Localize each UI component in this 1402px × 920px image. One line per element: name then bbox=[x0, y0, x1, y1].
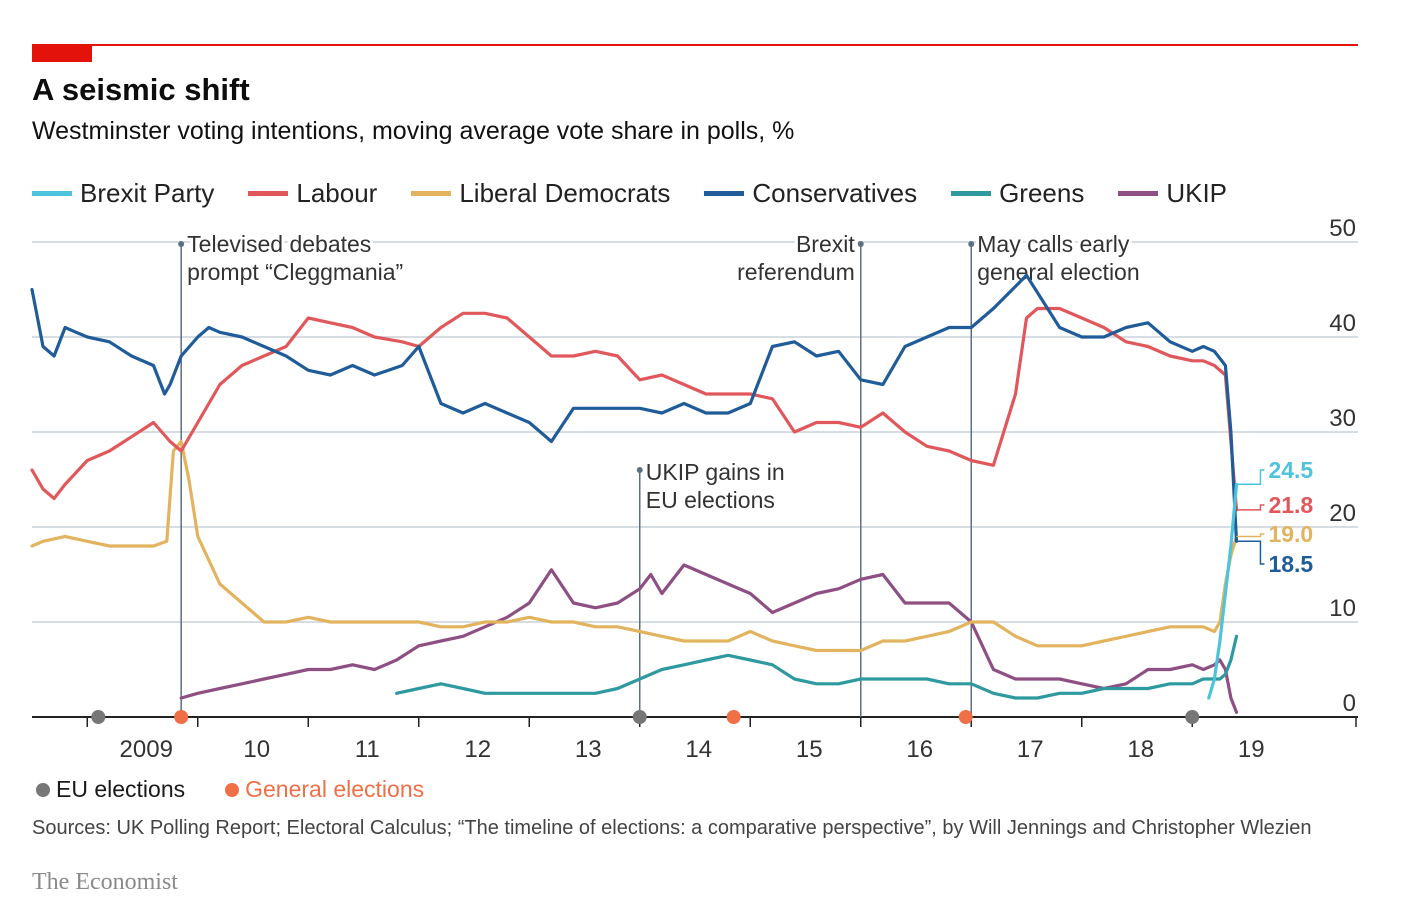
annotation-dot bbox=[968, 241, 975, 247]
legend-label: Greens bbox=[999, 178, 1085, 208]
end-label: 24.5 bbox=[1268, 457, 1313, 483]
brand-name: The Economist bbox=[32, 869, 178, 895]
legend-item-ukip: UKIP bbox=[1118, 178, 1227, 209]
end-label: 18.5 bbox=[1268, 551, 1313, 577]
marker-eu: EU elections bbox=[36, 776, 185, 803]
x-tick-label: 10 bbox=[243, 736, 270, 763]
chart-subtitle: Westminster voting intentions, moving av… bbox=[32, 117, 795, 145]
y-tick-label: 30 bbox=[1329, 405, 1356, 432]
y-tick-label: 0 bbox=[1343, 690, 1356, 717]
brand-tag bbox=[32, 44, 92, 62]
x-tick-label: 19 bbox=[1238, 736, 1265, 763]
series-line-liberal-democrats bbox=[30, 439, 1239, 653]
legend-item-greens: Greens bbox=[951, 178, 1084, 209]
x-tick-label: 11 bbox=[355, 736, 380, 763]
ge-dot-icon bbox=[225, 782, 240, 797]
legend-swatch bbox=[32, 191, 72, 196]
y-tick-label: 40 bbox=[1329, 310, 1356, 337]
annotation-label: general election bbox=[977, 259, 1139, 285]
end-label-leader bbox=[1236, 533, 1265, 538]
annotation-label: referendum bbox=[737, 259, 855, 285]
marker-ge: General elections bbox=[225, 776, 424, 803]
end-label: 21.8 bbox=[1268, 492, 1313, 518]
legend-label: Labour bbox=[296, 178, 378, 208]
y-tick-label: 50 bbox=[1329, 215, 1356, 242]
series-line-labour bbox=[30, 306, 1239, 512]
series-line-brexit-party bbox=[1207, 482, 1239, 700]
legend-swatch bbox=[951, 191, 992, 196]
x-tick-label: 2009 bbox=[120, 736, 173, 763]
end-label-leader bbox=[1236, 469, 1265, 485]
legend-swatch bbox=[704, 191, 745, 196]
x-tick-label: 16 bbox=[906, 736, 933, 763]
eu-election-dot bbox=[632, 710, 647, 724]
legend-swatch bbox=[411, 191, 452, 196]
y-tick-label: 10 bbox=[1329, 595, 1356, 622]
general-election-dot bbox=[174, 710, 189, 724]
annotation-dot bbox=[178, 241, 185, 247]
chart-title: A seismic shift bbox=[32, 72, 250, 107]
annotation-label: Televised debates bbox=[187, 231, 371, 257]
end-label: 19.0 bbox=[1268, 521, 1313, 547]
series-line-ukip bbox=[179, 563, 1239, 714]
general-election-dot bbox=[958, 710, 973, 724]
legend-item-lib-dems: Liberal Democrats bbox=[411, 178, 670, 209]
x-tick-label: 13 bbox=[575, 736, 602, 763]
legend-label: Brexit Party bbox=[80, 178, 215, 208]
x-tick-label: 14 bbox=[685, 736, 712, 763]
x-tick-label: 12 bbox=[464, 736, 491, 763]
end-label-leader bbox=[1236, 504, 1265, 511]
eu-dot-icon bbox=[36, 782, 50, 797]
legend-swatch bbox=[248, 191, 289, 196]
ge-label: General elections bbox=[245, 776, 425, 802]
x-tick-label: 17 bbox=[1017, 736, 1044, 763]
annotation-dot bbox=[857, 241, 864, 247]
general-election-dot bbox=[726, 710, 741, 724]
legend-swatch bbox=[1118, 191, 1159, 196]
annotation-label: Brexit bbox=[796, 231, 855, 257]
legend-item-conservatives: Conservatives bbox=[704, 178, 917, 209]
annotation-label: UKIP gains in bbox=[646, 459, 785, 485]
annotation-dot bbox=[636, 467, 643, 473]
legend: Brexit Party Labour Liberal Democrats Co… bbox=[32, 178, 1261, 209]
top-rule bbox=[32, 44, 1358, 46]
sources: Sources: UK Polling Report; Electoral Ca… bbox=[32, 817, 1312, 839]
legend-item-labour: Labour bbox=[248, 178, 377, 209]
legend-label: UKIP bbox=[1166, 178, 1228, 208]
marker-legend: EU elections General elections bbox=[36, 776, 464, 803]
x-tick-label: 15 bbox=[796, 736, 823, 763]
eu-label: EU elections bbox=[56, 776, 186, 802]
x-tick-label: 18 bbox=[1127, 736, 1154, 763]
series-line-greens bbox=[395, 634, 1239, 700]
legend-label: Conservatives bbox=[752, 178, 918, 208]
legend-label: Liberal Democrats bbox=[459, 178, 671, 208]
annotation-label: EU elections bbox=[646, 487, 775, 513]
annotation-label: May calls early bbox=[977, 231, 1130, 257]
end-label-leader bbox=[1236, 540, 1265, 565]
eu-election-dot bbox=[1185, 710, 1200, 724]
eu-election-dot bbox=[91, 710, 106, 724]
legend-item-brexit-party: Brexit Party bbox=[32, 178, 214, 209]
annotation-label: prompt “Cleggmania” bbox=[187, 259, 403, 285]
y-tick-label: 20 bbox=[1329, 500, 1356, 527]
series-line-conservatives bbox=[30, 273, 1239, 543]
